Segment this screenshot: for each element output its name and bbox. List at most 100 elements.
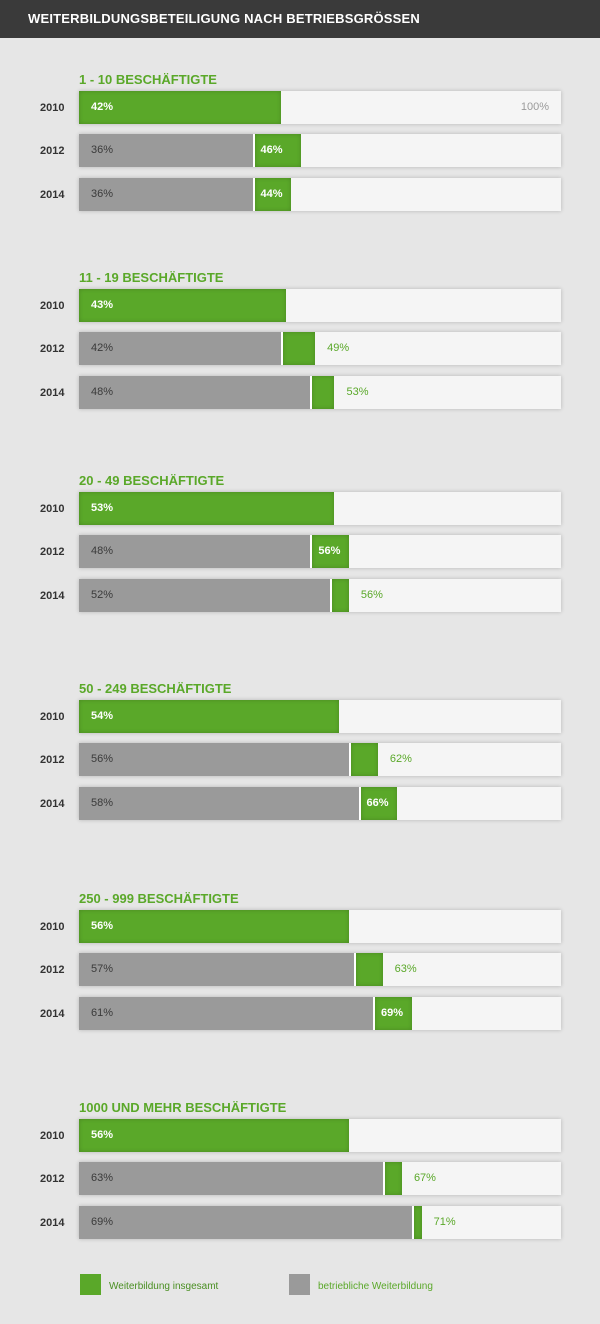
bar-total <box>312 376 335 409</box>
bar-total-label: 71% <box>433 1216 456 1228</box>
bar-track: 58% 66% <box>79 787 561 820</box>
bar-betrieblich <box>79 376 313 409</box>
bar-betrieblich-label: 58% <box>91 797 114 809</box>
bar-track: 36% 44% <box>79 178 561 211</box>
bar-track: 61% 69% <box>79 997 561 1030</box>
row-year-label: 2014 <box>40 189 65 201</box>
row-year-label: 2014 <box>40 1008 65 1020</box>
row-year-label: 2010 <box>40 921 65 933</box>
row-year-label: 2014 <box>40 387 65 399</box>
header-bar: WEITERBILDUNGSBETEILIGUNG NACH BETRIEBSG… <box>0 0 600 38</box>
bar-betrieblich <box>79 787 361 820</box>
bar-total-label: 49% <box>327 342 350 354</box>
row-year-label: 2014 <box>40 1217 65 1229</box>
bar-total-label: 63% <box>394 963 417 975</box>
bar-total <box>283 332 316 365</box>
row-year-label: 2010 <box>40 1130 65 1142</box>
bar-total-label: 56% <box>91 920 114 932</box>
legend-label-betrieblich: betriebliche Weiterbildung <box>318 1281 433 1292</box>
legend-swatch-total <box>80 1274 101 1295</box>
bar-track: 57% 63% <box>79 953 561 986</box>
bar-betrieblich-label: 48% <box>91 545 114 557</box>
bar-total-label: 54% <box>91 710 114 722</box>
bar-betrieblich <box>79 997 376 1030</box>
bar-total <box>79 91 282 124</box>
bar-track: 52% 56% <box>79 579 561 612</box>
row-year-label: 2012 <box>40 145 65 157</box>
group-title: 1 - 10 BESCHÄFTIGTE <box>79 72 217 87</box>
bar-betrieblich <box>79 579 332 612</box>
bar-track: 42% 49% <box>79 332 561 365</box>
bar-total-label: 42% <box>91 101 114 113</box>
bar-betrieblich-label: 61% <box>91 1007 114 1019</box>
bar-total-label: 44% <box>260 188 283 200</box>
legend-swatch-betrieblich <box>289 1274 310 1295</box>
bar-betrieblich-label: 63% <box>91 1172 114 1184</box>
bar-total <box>79 492 335 525</box>
bar-betrieblich-label: 36% <box>91 144 114 156</box>
bar-track: 56% <box>79 910 561 943</box>
bar-total <box>254 178 292 211</box>
bar-total <box>360 787 398 820</box>
bar-total-label: 69% <box>381 1007 404 1019</box>
row-year-label: 2012 <box>40 754 65 766</box>
row-year-label: 2014 <box>40 798 65 810</box>
bar-total <box>384 1162 402 1195</box>
bar-track: 42% 100% <box>79 91 561 124</box>
row-year-label: 2012 <box>40 964 65 976</box>
bar-betrieblich <box>79 743 351 776</box>
legend-label-total: Weiterbildung insgesamt <box>109 1281 219 1292</box>
bar-total-label: 43% <box>91 299 114 311</box>
bar-track: 56% <box>79 1119 561 1152</box>
group-title: 11 - 19 BESCHÄFTIGTE <box>79 270 224 285</box>
bar-total <box>312 535 349 568</box>
bar-total <box>254 134 301 167</box>
bar-betrieblich <box>79 1206 414 1239</box>
bar-betrieblich-label: 42% <box>91 342 114 354</box>
bar-total <box>350 743 378 776</box>
bar-total-label: 66% <box>366 797 389 809</box>
bar-betrieblich-label: 36% <box>91 188 114 200</box>
bar-total-label: 62% <box>389 753 412 765</box>
row-year-label: 2012 <box>40 343 65 355</box>
bar-total <box>79 289 287 322</box>
bar-betrieblich-label: 56% <box>91 753 114 765</box>
bar-betrieblich <box>79 332 284 365</box>
bar-total-label: 56% <box>360 589 383 601</box>
bar-total <box>355 953 383 986</box>
bar-betrieblich <box>79 1162 385 1195</box>
row-year-label: 2012 <box>40 546 65 558</box>
bar-betrieblich-label: 69% <box>91 1216 114 1228</box>
bar-track: 36% 46% <box>79 134 561 167</box>
bar-total-label: 46% <box>260 144 283 156</box>
bar-total <box>79 910 349 943</box>
bar-total <box>413 1206 422 1239</box>
row-year-label: 2010 <box>40 102 65 114</box>
bar-total-label: 56% <box>318 545 341 557</box>
page-title: WEITERBILDUNGSBETEILIGUNG NACH BETRIEBSG… <box>28 11 420 26</box>
group-title: 250 - 999 BESCHÄFTIGTE <box>79 891 239 906</box>
row-year-label: 2010 <box>40 711 65 723</box>
bar-track: 53% <box>79 492 561 525</box>
bar-betrieblich <box>79 535 313 568</box>
row-year-label: 2010 <box>40 300 65 312</box>
bar-total-label: 67% <box>413 1172 436 1184</box>
group-title: 50 - 249 BESCHÄFTIGTE <box>79 681 232 696</box>
bar-track: 48% 53% <box>79 376 561 409</box>
row-year-label: 2012 <box>40 1173 65 1185</box>
bar-betrieblich <box>79 178 255 211</box>
bar-max-label: 100% <box>520 101 549 113</box>
bar-track: 69% 71% <box>79 1206 561 1239</box>
bar-total-label: 53% <box>91 502 114 514</box>
bar-total <box>375 997 412 1030</box>
bar-track: 48% 56% <box>79 535 561 568</box>
group-title: 20 - 49 BESCHÄFTIGTE <box>79 473 225 488</box>
bar-total <box>79 700 340 733</box>
bar-track: 54% <box>79 700 561 733</box>
bar-total-label: 56% <box>91 1129 114 1141</box>
bar-betrieblich-label: 52% <box>91 589 114 601</box>
bar-total-label: 53% <box>346 386 369 398</box>
bar-betrieblich <box>79 134 255 167</box>
bar-total <box>331 579 349 612</box>
row-year-label: 2010 <box>40 503 65 515</box>
